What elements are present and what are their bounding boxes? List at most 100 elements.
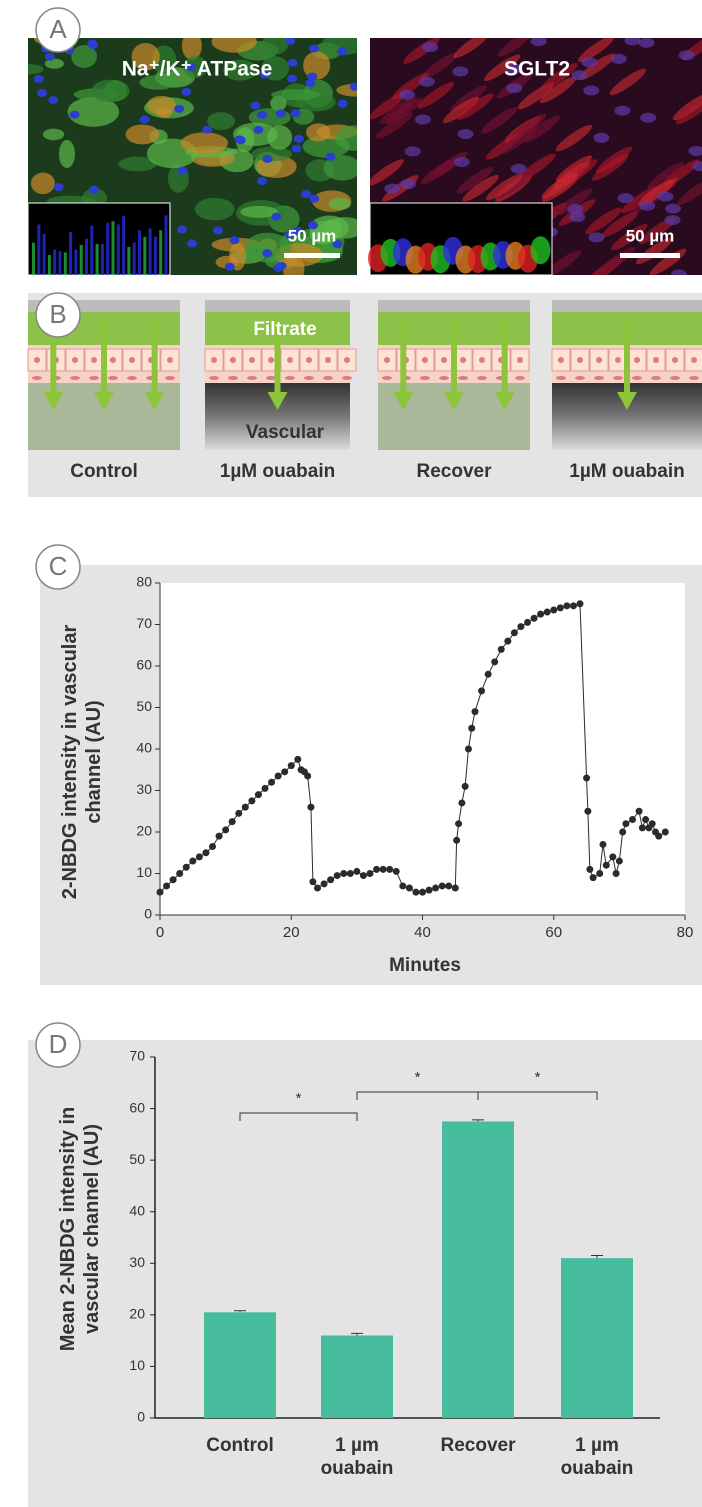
- streak: [69, 231, 73, 275]
- nucleus: [285, 38, 296, 45]
- cell-nucleus: [460, 357, 466, 363]
- streak: [79, 245, 83, 275]
- streak: [63, 252, 67, 275]
- nucleus: [337, 99, 348, 108]
- cell: [211, 38, 257, 53]
- point: [451, 884, 459, 892]
- error-bar: [591, 1255, 603, 1259]
- cell: [456, 166, 494, 194]
- point: [195, 853, 203, 861]
- cell-nucleus: [228, 376, 238, 380]
- cell-nucleus: [556, 376, 566, 380]
- nucleus: [309, 194, 320, 203]
- cell-nucleus: [517, 357, 523, 363]
- streak: [95, 243, 99, 275]
- point: [176, 870, 184, 877]
- cell-nucleus: [651, 376, 661, 380]
- point: [169, 876, 177, 884]
- bar: [561, 1258, 633, 1418]
- point: [304, 772, 312, 780]
- point: [455, 820, 463, 828]
- nucleus: [422, 42, 439, 53]
- y-axis-label: 2-NBDG intensity in vascular channel (AU…: [59, 624, 105, 900]
- nucleus: [271, 212, 282, 221]
- cell: [67, 96, 120, 127]
- panel-label-circle: [35, 292, 81, 338]
- nucleus: [305, 79, 316, 88]
- nucleus: [349, 82, 357, 91]
- nucleus: [290, 109, 301, 118]
- nucleus: [284, 230, 295, 239]
- nucleus: [506, 63, 523, 74]
- y-tick-label: 10: [136, 864, 152, 880]
- cell: [421, 52, 458, 80]
- cell-nucleus: [422, 357, 428, 363]
- point: [484, 670, 492, 678]
- x-axis-label: Minutes: [389, 955, 461, 976]
- cell: [500, 127, 537, 154]
- streak: [74, 249, 78, 275]
- point: [530, 614, 538, 622]
- point: [386, 865, 394, 873]
- point: [209, 843, 216, 851]
- point: [543, 608, 551, 616]
- point: [524, 618, 531, 626]
- point: [281, 768, 289, 776]
- nucleus: [638, 38, 655, 48]
- arrowhead: [444, 392, 464, 410]
- y-tick-label: 50: [136, 698, 152, 714]
- point: [609, 853, 617, 861]
- nucleus: [567, 204, 584, 215]
- nucleus: [332, 240, 343, 249]
- streak: [32, 242, 35, 275]
- cell: [578, 38, 615, 63]
- nucleus: [257, 176, 268, 185]
- cell: [71, 45, 98, 68]
- condition-label: Recover: [417, 461, 493, 482]
- point: [510, 629, 518, 637]
- cell: [271, 89, 320, 101]
- cell: [282, 254, 305, 275]
- nucleus: [418, 76, 435, 87]
- point: [468, 724, 476, 732]
- panel-label: A: [49, 14, 67, 44]
- nucleus: [664, 215, 681, 226]
- point: [584, 807, 592, 815]
- nucleus: [186, 239, 197, 248]
- significance-bracket: [239, 1112, 358, 1121]
- point: [333, 872, 341, 880]
- point: [563, 602, 571, 610]
- y-tick-label: 0: [137, 1409, 145, 1425]
- cell: [480, 107, 518, 134]
- nucleus: [262, 249, 273, 258]
- cell-nucleus: [266, 376, 276, 380]
- nucleus: [337, 47, 348, 56]
- point: [182, 863, 190, 871]
- point: [638, 824, 646, 832]
- streak: [90, 225, 94, 275]
- significance-bracket: [477, 1091, 598, 1100]
- cell: [541, 172, 578, 199]
- point: [254, 791, 262, 799]
- panel-label-circle: [35, 7, 81, 53]
- cell: [194, 197, 235, 221]
- point: [228, 818, 236, 826]
- cell: [595, 146, 633, 174]
- point: [615, 857, 623, 865]
- arrowhead: [617, 392, 637, 410]
- cell: [91, 79, 130, 103]
- cell: [639, 217, 676, 245]
- point: [261, 784, 269, 792]
- nucleus: [33, 74, 44, 83]
- point: [589, 874, 597, 882]
- strip: [378, 300, 530, 312]
- point: [461, 782, 469, 790]
- cell: [328, 197, 351, 211]
- cell-nucleus: [477, 376, 487, 380]
- cell-nucleus: [558, 357, 564, 363]
- panel-label: B: [49, 299, 66, 329]
- nucleus: [224, 262, 235, 271]
- cell: [442, 96, 480, 124]
- point: [478, 687, 486, 695]
- cell: [457, 93, 494, 120]
